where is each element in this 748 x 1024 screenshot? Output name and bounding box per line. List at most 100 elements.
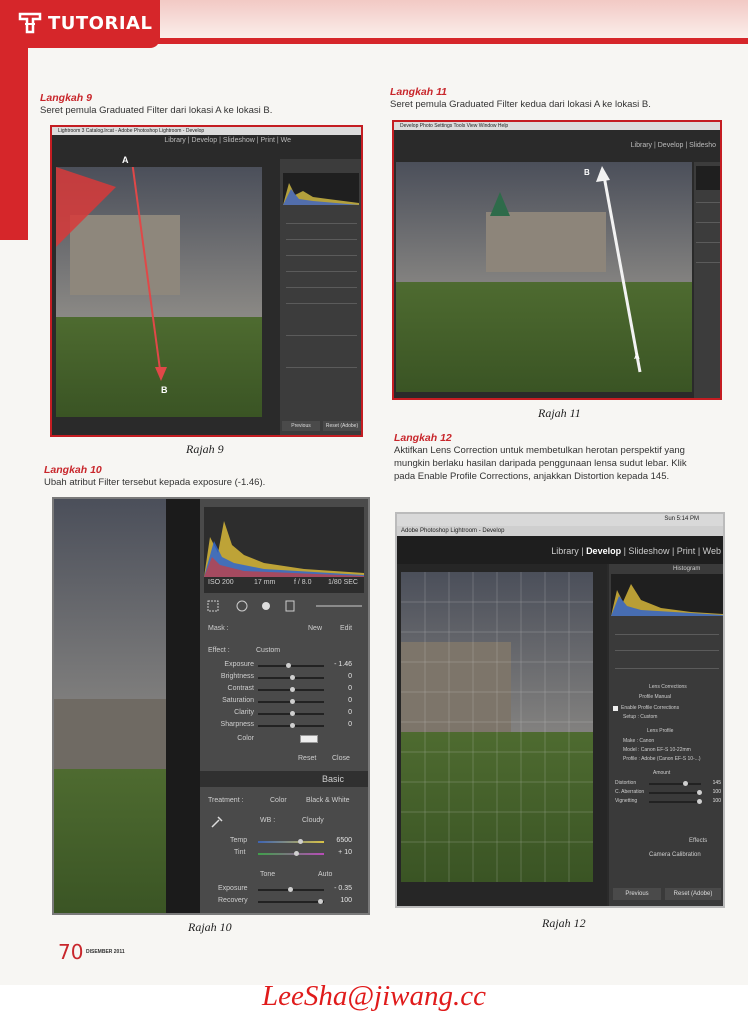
wb-label: WB : [260, 817, 276, 824]
module-slideshow[interactable]: Slideshow [628, 546, 670, 556]
shot12-previous-button[interactable]: Previous [613, 888, 661, 900]
magazine-logo-icon [18, 12, 42, 34]
eyedropper-icon[interactable] [210, 815, 224, 829]
tint-slider[interactable] [258, 851, 324, 856]
shutter-readout: 1/80 SEC [328, 579, 358, 586]
effects-header[interactable]: Effects [689, 838, 708, 844]
lens-tabs[interactable]: Profile Manual [639, 694, 671, 700]
module-library[interactable]: Library [551, 546, 579, 556]
tint-value[interactable]: + 10 [338, 849, 352, 856]
header-rule [0, 38, 748, 44]
marker-a: A [122, 155, 129, 165]
value-clarity[interactable]: 0 [348, 709, 352, 716]
lens-corrections-header[interactable]: Lens Corrections [649, 684, 687, 690]
mask-new-button[interactable]: New [308, 625, 323, 632]
effect-label: Effect : [208, 647, 230, 654]
recovery-slider[interactable] [258, 899, 324, 904]
wb-select[interactable]: Cloudy [302, 817, 324, 824]
panel-reset-button[interactable]: Reset [298, 755, 317, 762]
treatment-color-option[interactable]: Color [270, 797, 287, 804]
module-develop[interactable]: Develop [586, 546, 622, 556]
shot9-titlebar: Lightroom 3 Catalog.lrcat - Adobe Photos… [52, 127, 361, 135]
shot10-histogram-graph [204, 521, 364, 577]
treatment-label: Treatment : [208, 797, 244, 804]
amount-label: Amount [653, 770, 671, 776]
page-number: 70 [58, 940, 84, 964]
shot12-histogram-graph [611, 584, 723, 616]
temp-slider[interactable] [258, 839, 324, 844]
slider-label-brightness: Brightness [220, 673, 254, 680]
profile-select[interactable]: Profile : Adobe (Canon EF-S 10-...) [623, 756, 701, 762]
shot12-building [401, 642, 511, 732]
focal-readout: 17 mm [254, 579, 276, 586]
slider-label-sharpness: Sharpness [220, 721, 254, 728]
panel-close-button[interactable]: Close [332, 755, 350, 762]
recovery-label: Recovery [218, 897, 248, 904]
make-select[interactable]: Make : Canon [623, 738, 655, 744]
step-11-title: Langkah 11 [390, 86, 447, 98]
histogram-title: Histogram [673, 566, 701, 572]
slider-brightness[interactable] [258, 675, 324, 680]
mac-menubar: Sun 5:14 PM [397, 514, 723, 526]
header-tab: TUTORIAL [0, 0, 160, 48]
caption-rajah-10: Rajah 10 [188, 920, 232, 934]
value-saturation[interactable]: 0 [348, 697, 352, 704]
slider-contrast[interactable] [258, 687, 324, 692]
header-band [160, 0, 748, 38]
module-web[interactable]: Web [702, 546, 721, 556]
exposure2-value[interactable]: - 0.35 [334, 885, 352, 892]
camera-calibration-header[interactable]: Camera Calibration [649, 852, 701, 858]
shot11-modules: Library | Develop | Slidesho [630, 142, 716, 149]
step-11-text: Seret pemula Graduated Filter kedua dari… [390, 99, 651, 110]
slider-sharpness[interactable] [258, 723, 324, 728]
step-12-text: Aktifkan Lens Correction untuk membetulk… [394, 445, 687, 482]
shot10-histogram: ISO 200 17 mm f / 8.0 1/80 SEC [204, 507, 364, 593]
shot12-reset-button[interactable]: Reset (Adobe) [665, 888, 721, 900]
vignetting-value[interactable]: 100 [712, 798, 721, 804]
module-bar: Library | Develop | Slideshow | Print | … [397, 536, 723, 564]
exposure2-slider[interactable] [258, 887, 324, 892]
section-label: TUTORIAL [48, 13, 153, 34]
screenshot-rajah-12: Sun 5:14 PM Adobe Photoshop Lightroom - … [395, 512, 725, 908]
gradient-filter-overlay [56, 167, 167, 381]
shot11-photo: B A [396, 162, 692, 392]
vignetting-slider[interactable] [649, 799, 702, 804]
module-print[interactable]: Print [676, 546, 696, 556]
ca-value[interactable]: 100 [712, 789, 721, 795]
mask-edit-button[interactable]: Edit [340, 625, 353, 632]
model-select[interactable]: Model : Canon EF-S 10-22mm [623, 747, 691, 753]
vignetting-label: Vignetting [615, 798, 638, 804]
shot11-marker-b: B [584, 168, 590, 177]
treatment-bw-option[interactable]: Black & White [306, 797, 350, 804]
enable-profile-checkbox[interactable] [613, 706, 618, 711]
ca-label: C. Aberration [615, 789, 645, 795]
slider-saturation[interactable] [258, 699, 324, 704]
tint-label: Tint [234, 849, 246, 856]
distortion-value[interactable]: 145 [712, 780, 721, 786]
slider-knob[interactable] [286, 663, 291, 668]
slider-exposure[interactable] [258, 663, 324, 668]
color-swatch[interactable] [300, 735, 318, 743]
shot12-titlebar: Adobe Photoshop Lightroom - Develop [397, 526, 723, 536]
value-sharpness[interactable]: 0 [348, 721, 352, 728]
basic-section-header[interactable]: Basic [200, 771, 368, 787]
recovery-value[interactable]: 100 [340, 897, 352, 904]
tone-auto-button[interactable]: Auto [318, 871, 333, 878]
slider-clarity[interactable] [258, 711, 324, 716]
value-brightness[interactable]: 0 [348, 673, 352, 680]
shot12-canvas [397, 564, 607, 906]
setup-select[interactable]: Setup : Custom [623, 714, 658, 720]
distortion-slider[interactable] [649, 781, 701, 786]
caption-rajah-11: Rajah 11 [538, 406, 581, 420]
shot9-previous-button[interactable]: Previous [282, 421, 320, 431]
value-exposure[interactable]: - 1.46 [334, 661, 352, 668]
value-contrast[interactable]: 0 [348, 685, 352, 692]
effect-select[interactable]: Custom [256, 647, 281, 654]
ca-slider[interactable] [649, 790, 702, 795]
mosque-building [70, 215, 180, 295]
shot9-reset-button[interactable]: Reset (Adobe) [323, 421, 361, 431]
shot11-building [486, 212, 606, 272]
step-9-text: Seret pemula Graduated Filter dari lokas… [40, 105, 273, 116]
temp-value[interactable]: 6500 [336, 837, 352, 844]
shot9-modules: Library | Develop | Slideshow | Print | … [164, 137, 291, 144]
